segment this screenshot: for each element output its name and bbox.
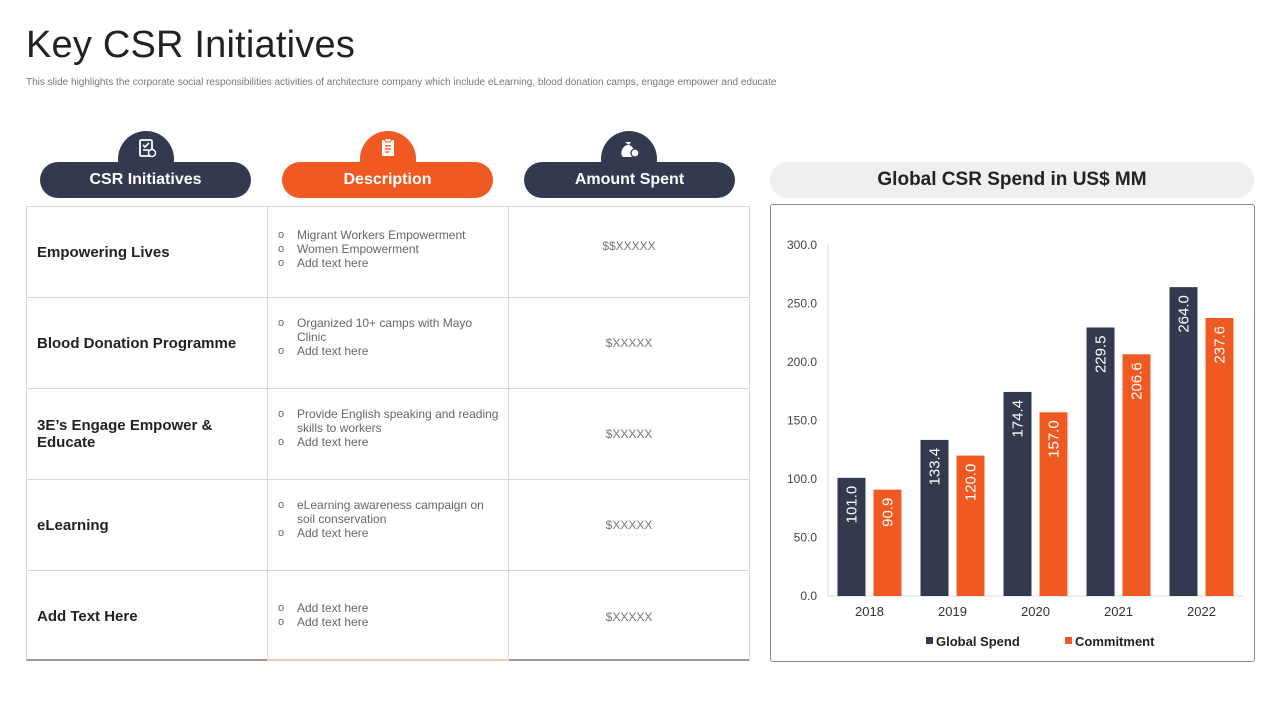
table-row: 3E’s Engage Empower & Educate Provide En… [27,389,750,480]
description-bullet: Add text here [278,526,500,540]
x-tick-label: 2022 [1187,604,1216,619]
initiative-description: Migrant Workers Empowerment Women Empowe… [268,207,509,297]
initiative-name: eLearning [27,480,268,570]
bar-value-label: 174.4 [1010,400,1027,438]
initiative-name: Empowering Lives [27,207,268,297]
bar-commitment [1039,412,1068,596]
initiative-name: Add Text Here [27,571,268,662]
amount-spent-value: $$XXXXX [509,207,750,297]
bar-commitment [1122,354,1151,596]
amount-spent-value: $XXXXX [509,298,750,388]
amount-spent-value: $XXXXX [509,571,750,662]
bar-value-label: 120.0 [963,464,980,502]
y-tick-label: 0.0 [800,589,817,603]
table-row: eLearning eLearning awareness campaign o… [27,480,750,571]
chart-title: Global CSR Spend in US$ MM [770,162,1254,198]
description-bullet: Organized 10+ camps with Mayo Clinic [278,316,500,344]
bar-value-label: 206.6 [1129,362,1146,400]
description-accent-line [268,659,508,661]
initiative-description: Add text here Add text here [268,571,509,662]
x-tick-label: 2018 [855,604,884,619]
bar-chart-svg: 0.0 50.0 100.0 150.0 200.0 250.0 300.0 101.0 90.… [787,238,1243,649]
y-tick-label: 200.0 [787,355,817,369]
initiative-description: Organized 10+ camps with Mayo Clinic Add… [268,298,509,388]
legend-label: Global Spend [936,634,1020,649]
table-row: Blood Donation Programme Organized 10+ c… [27,298,750,389]
description-bullet: Add text here [278,344,500,358]
csr-spend-chart: 0.0 50.0 100.0 150.0 200.0 250.0 300.0 101.0 90.… [770,204,1255,662]
description-bullet: Add text here [278,435,500,449]
bar-global-spend [837,477,866,596]
description-bullet: Migrant Workers Empowerment [278,228,466,242]
description-bullet: eLearning awareness campaign on soil con… [278,498,500,526]
bar-value-label: 229.5 [1093,335,1110,373]
bar-value-label: 237.6 [1212,326,1229,364]
bar-value-label: 133.4 [927,448,944,486]
x-tick-label: 2021 [1104,604,1133,619]
amount-spent-value: $XXXXX [509,480,750,570]
bar-commitment [873,489,902,596]
initiative-name: 3E’s Engage Empower & Educate [27,389,268,479]
description-bullet: Women Empowerment [278,242,466,256]
legend-label: Commitment [1075,634,1155,649]
y-tick-label: 250.0 [787,297,817,311]
initiative-description: eLearning awareness campaign on soil con… [268,480,509,570]
bar-value-label: 101.0 [844,486,861,524]
header-amount-spent: Amount Spent [524,162,735,198]
table-row: Empowering Lives Migrant Workers Empower… [27,207,750,298]
x-tick-label: 2020 [1021,604,1050,619]
bar-value-label: 264.0 [1176,295,1193,333]
bar-value-label: 157.0 [1046,420,1063,458]
table-row: Add Text Here Add text here Add text her… [27,571,750,662]
bar-value-label: 90.9 [880,498,897,527]
bar-global-spend [1086,327,1115,596]
amount-spent-value: $XXXXX [509,389,750,479]
description-bullet: Provide English speaking and reading ski… [278,407,500,435]
description-bullet: Add text here [278,256,466,270]
initiatives-table: Empowering Lives Migrant Workers Empower… [26,206,750,662]
header-description: Description [282,162,493,198]
initiative-name: Blood Donation Programme [27,298,268,388]
header-csr-initiatives: CSR Initiatives [40,162,251,198]
description-bullet: Add text here [278,601,368,615]
bar-commitment [1205,318,1234,596]
y-tick-label: 100.0 [787,472,817,486]
y-tick-label: 300.0 [787,238,817,252]
page-subtitle: This slide highlights the corporate soci… [26,77,777,88]
legend-swatch [926,637,933,644]
bar-commitment [956,455,985,596]
x-tick-label: 2019 [938,604,967,619]
initiative-description: Provide English speaking and reading ski… [268,389,509,479]
page-title: Key CSR Initiatives [26,24,356,66]
description-bullet: Add text here [278,615,368,629]
y-tick-label: 50.0 [794,531,818,545]
y-tick-label: 150.0 [787,414,817,428]
legend-swatch [1065,637,1072,644]
bar-global-spend [1003,391,1032,596]
bar-global-spend [920,439,949,596]
bar-global-spend [1169,287,1198,596]
